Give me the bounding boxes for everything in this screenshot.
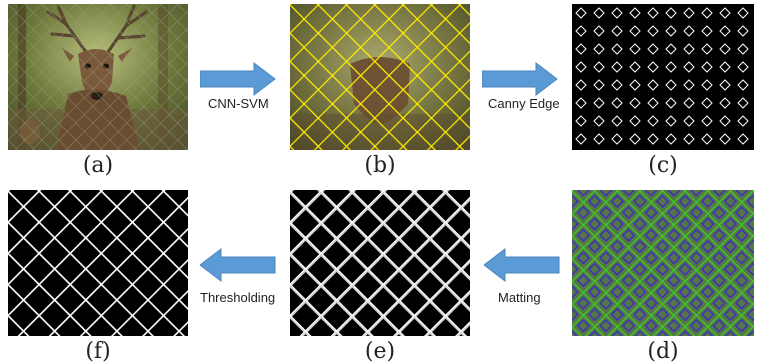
arrow-a-to-b bbox=[200, 62, 276, 96]
panel-e-caption: (e) bbox=[364, 339, 396, 364]
panel-f-image bbox=[8, 190, 188, 336]
step-label-matting: Matting bbox=[498, 290, 541, 305]
step-label-thresholding: Thresholding bbox=[200, 290, 276, 305]
panel-a-image bbox=[8, 4, 188, 150]
panel-f-caption: (f) bbox=[85, 339, 111, 364]
panel-d-image bbox=[572, 190, 754, 336]
step-label-canny-edge: Canny Edge bbox=[488, 96, 560, 111]
panel-b-caption: (b) bbox=[364, 153, 396, 178]
panel-c-caption: (c) bbox=[648, 153, 678, 178]
step-label-cnn-svm: CNN-SVM bbox=[208, 96, 269, 111]
panel-e-image bbox=[290, 190, 470, 336]
arrow-d-to-e bbox=[484, 248, 560, 282]
panel-b-image bbox=[290, 4, 470, 150]
panel-a-caption: (a) bbox=[82, 153, 114, 178]
arrow-e-to-f bbox=[200, 248, 276, 282]
panel-d-caption: (d) bbox=[647, 339, 679, 364]
panel-c-image bbox=[572, 4, 754, 150]
arrow-b-to-c bbox=[482, 62, 558, 96]
